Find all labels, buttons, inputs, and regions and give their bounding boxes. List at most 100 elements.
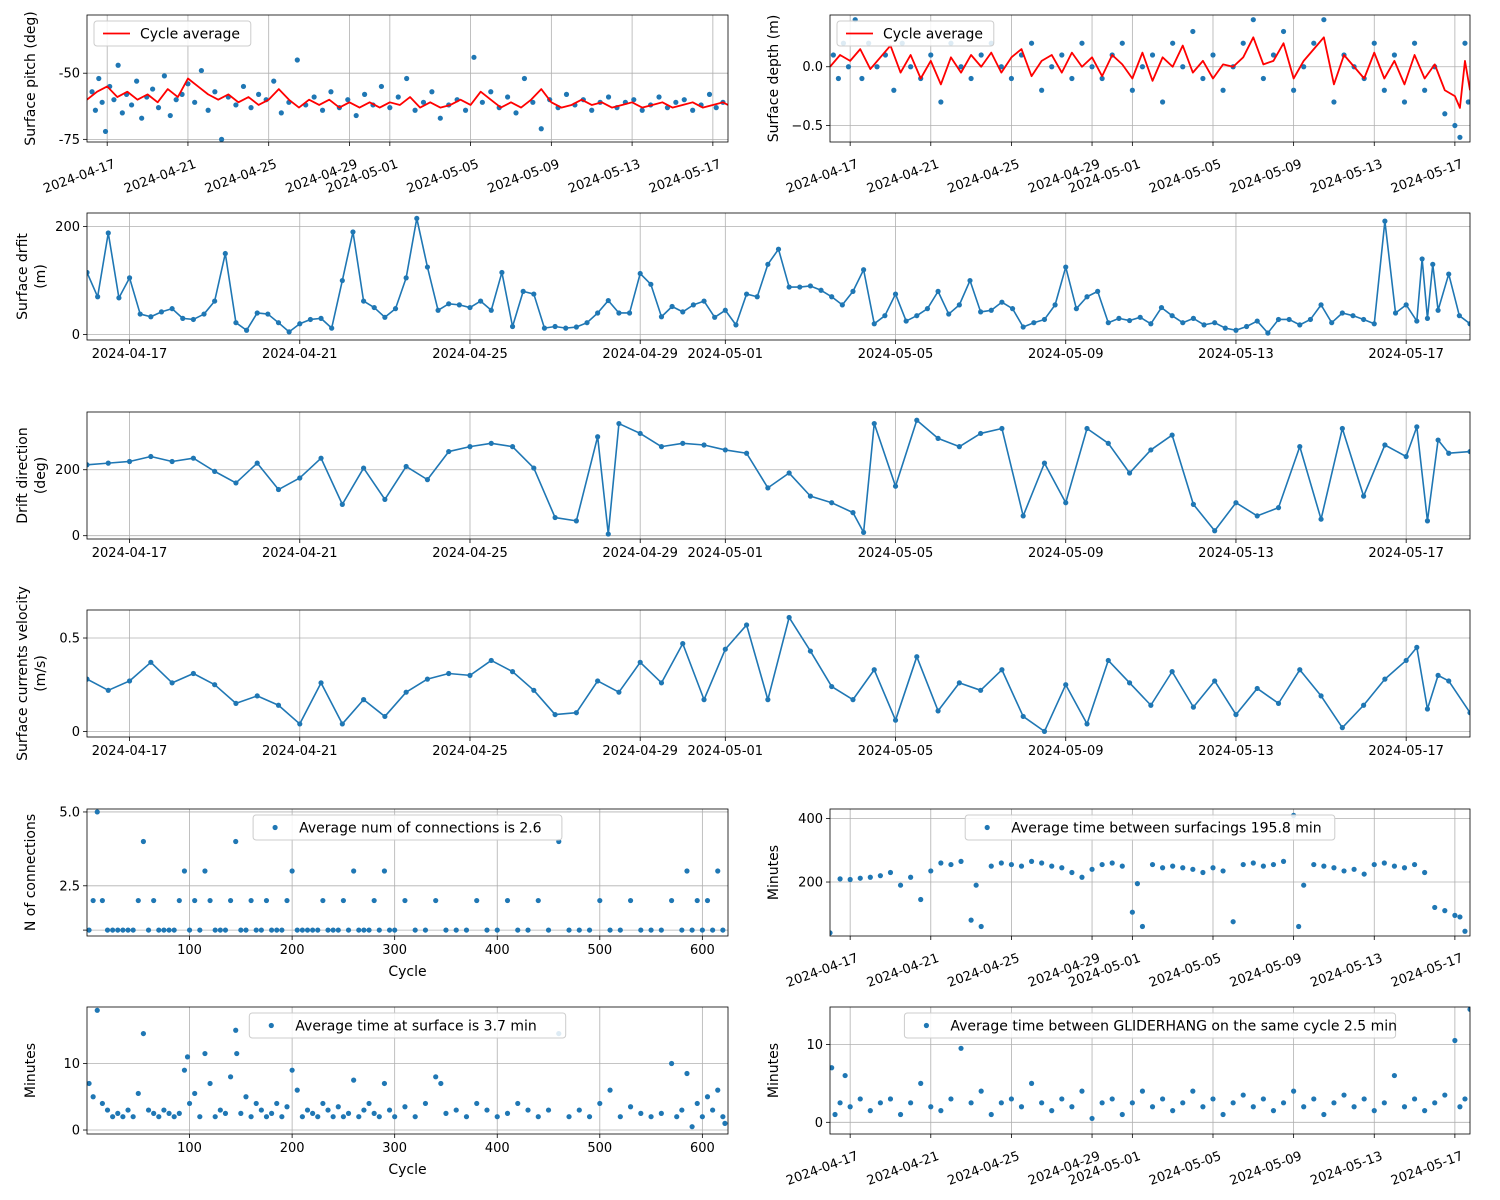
data-point xyxy=(958,64,964,70)
data-point xyxy=(145,1107,152,1113)
axes-frame xyxy=(86,14,729,143)
legend-label: Cycle average xyxy=(140,27,240,43)
data-point xyxy=(330,927,336,933)
data-point xyxy=(1180,320,1186,326)
data-point xyxy=(115,62,121,68)
data-point xyxy=(607,927,613,933)
data-point xyxy=(474,1100,480,1107)
data-point xyxy=(99,99,105,105)
data-point xyxy=(1063,500,1069,506)
data-point xyxy=(1297,667,1303,673)
data-point xyxy=(978,687,984,693)
data-point xyxy=(467,444,473,450)
data-point xyxy=(1059,1096,1065,1102)
data-point xyxy=(156,927,162,933)
data-point xyxy=(376,927,382,933)
data-point xyxy=(1381,860,1387,866)
data-point xyxy=(263,897,270,904)
x-tick-label: 2024-05-09 xyxy=(1028,546,1104,561)
data-point xyxy=(918,896,924,903)
data-point xyxy=(978,923,984,930)
data-point xyxy=(345,97,351,103)
data-point xyxy=(658,1110,664,1116)
data-point xyxy=(479,99,485,105)
data-point xyxy=(552,711,558,718)
data-point xyxy=(1039,860,1045,866)
data-point xyxy=(1059,865,1065,871)
data-point xyxy=(1212,678,1218,684)
data-point xyxy=(484,927,490,933)
data-point xyxy=(120,927,126,933)
data-point xyxy=(125,1107,131,1113)
x-tick-label: 2024-05-05 xyxy=(405,157,481,197)
y-axis-label: Drift direction xyxy=(15,427,31,523)
legend-label: Average time between surfacings 195.8 mi… xyxy=(1011,821,1321,837)
data-point xyxy=(104,1107,111,1113)
data-point xyxy=(116,295,122,301)
data-point xyxy=(1099,75,1105,82)
data-point xyxy=(786,284,792,290)
data-point xyxy=(1341,1092,1347,1098)
data-point xyxy=(1169,432,1175,438)
x-tick-label: 2024-05-13 xyxy=(1198,546,1274,561)
data-point xyxy=(392,306,399,312)
data-point xyxy=(1190,501,1196,507)
data-point xyxy=(874,64,880,70)
data-point xyxy=(908,64,914,70)
data-point xyxy=(704,897,711,904)
data-point xyxy=(402,897,408,904)
data-point xyxy=(1220,1111,1226,1118)
data-point xyxy=(1039,1100,1045,1106)
data-point xyxy=(156,1114,162,1120)
data-point xyxy=(422,1100,429,1107)
x-tick-label: 2024-04-25 xyxy=(432,744,508,759)
data-point xyxy=(304,1107,311,1113)
data-point xyxy=(227,1074,234,1080)
data-point xyxy=(1446,450,1452,456)
data-point xyxy=(531,687,537,693)
data-point xyxy=(871,420,877,427)
data-point xyxy=(320,1100,326,1107)
data-point xyxy=(294,1087,300,1093)
data-point xyxy=(433,897,439,904)
x-tick-label: 2024-05-13 xyxy=(1308,157,1384,197)
data-point xyxy=(765,485,771,491)
x-axis-label: Cycle xyxy=(388,1162,426,1178)
x-tick-label: 500 xyxy=(587,1141,612,1156)
data-point xyxy=(87,927,92,933)
data-point xyxy=(704,1094,711,1100)
data-point xyxy=(1109,1096,1115,1102)
data-point xyxy=(192,99,198,105)
plot-area xyxy=(830,1007,1470,1122)
data-point xyxy=(1129,87,1135,93)
data-point xyxy=(140,838,147,845)
data-point xyxy=(722,1120,728,1126)
data-point xyxy=(294,927,300,933)
y-axis-label: Surface drfit xyxy=(15,233,31,320)
data-point xyxy=(892,291,899,297)
data-point xyxy=(274,1100,280,1107)
data-point xyxy=(1291,87,1297,93)
data-point xyxy=(1069,869,1075,876)
data-point xyxy=(509,444,516,450)
y-axis-label: Minutes xyxy=(766,1043,782,1098)
data-point xyxy=(1280,1100,1287,1106)
y-axis-label: Surface currents velocity xyxy=(15,586,31,761)
data-point xyxy=(530,99,536,105)
data-point xyxy=(1371,40,1377,46)
data-point xyxy=(850,288,856,294)
data-point xyxy=(847,876,853,883)
x-tick-label: 100 xyxy=(177,943,202,958)
data-point xyxy=(1073,306,1079,312)
data-point xyxy=(576,927,582,933)
data-point xyxy=(1200,1104,1206,1110)
data-point xyxy=(1139,1088,1146,1094)
y-tick-label: 400 xyxy=(798,812,823,827)
data-point xyxy=(297,321,303,327)
data-point xyxy=(968,75,974,82)
data-point xyxy=(786,614,792,621)
data-point xyxy=(1220,868,1226,874)
data-point xyxy=(233,320,239,326)
data-point xyxy=(538,126,544,132)
data-point xyxy=(935,708,941,714)
